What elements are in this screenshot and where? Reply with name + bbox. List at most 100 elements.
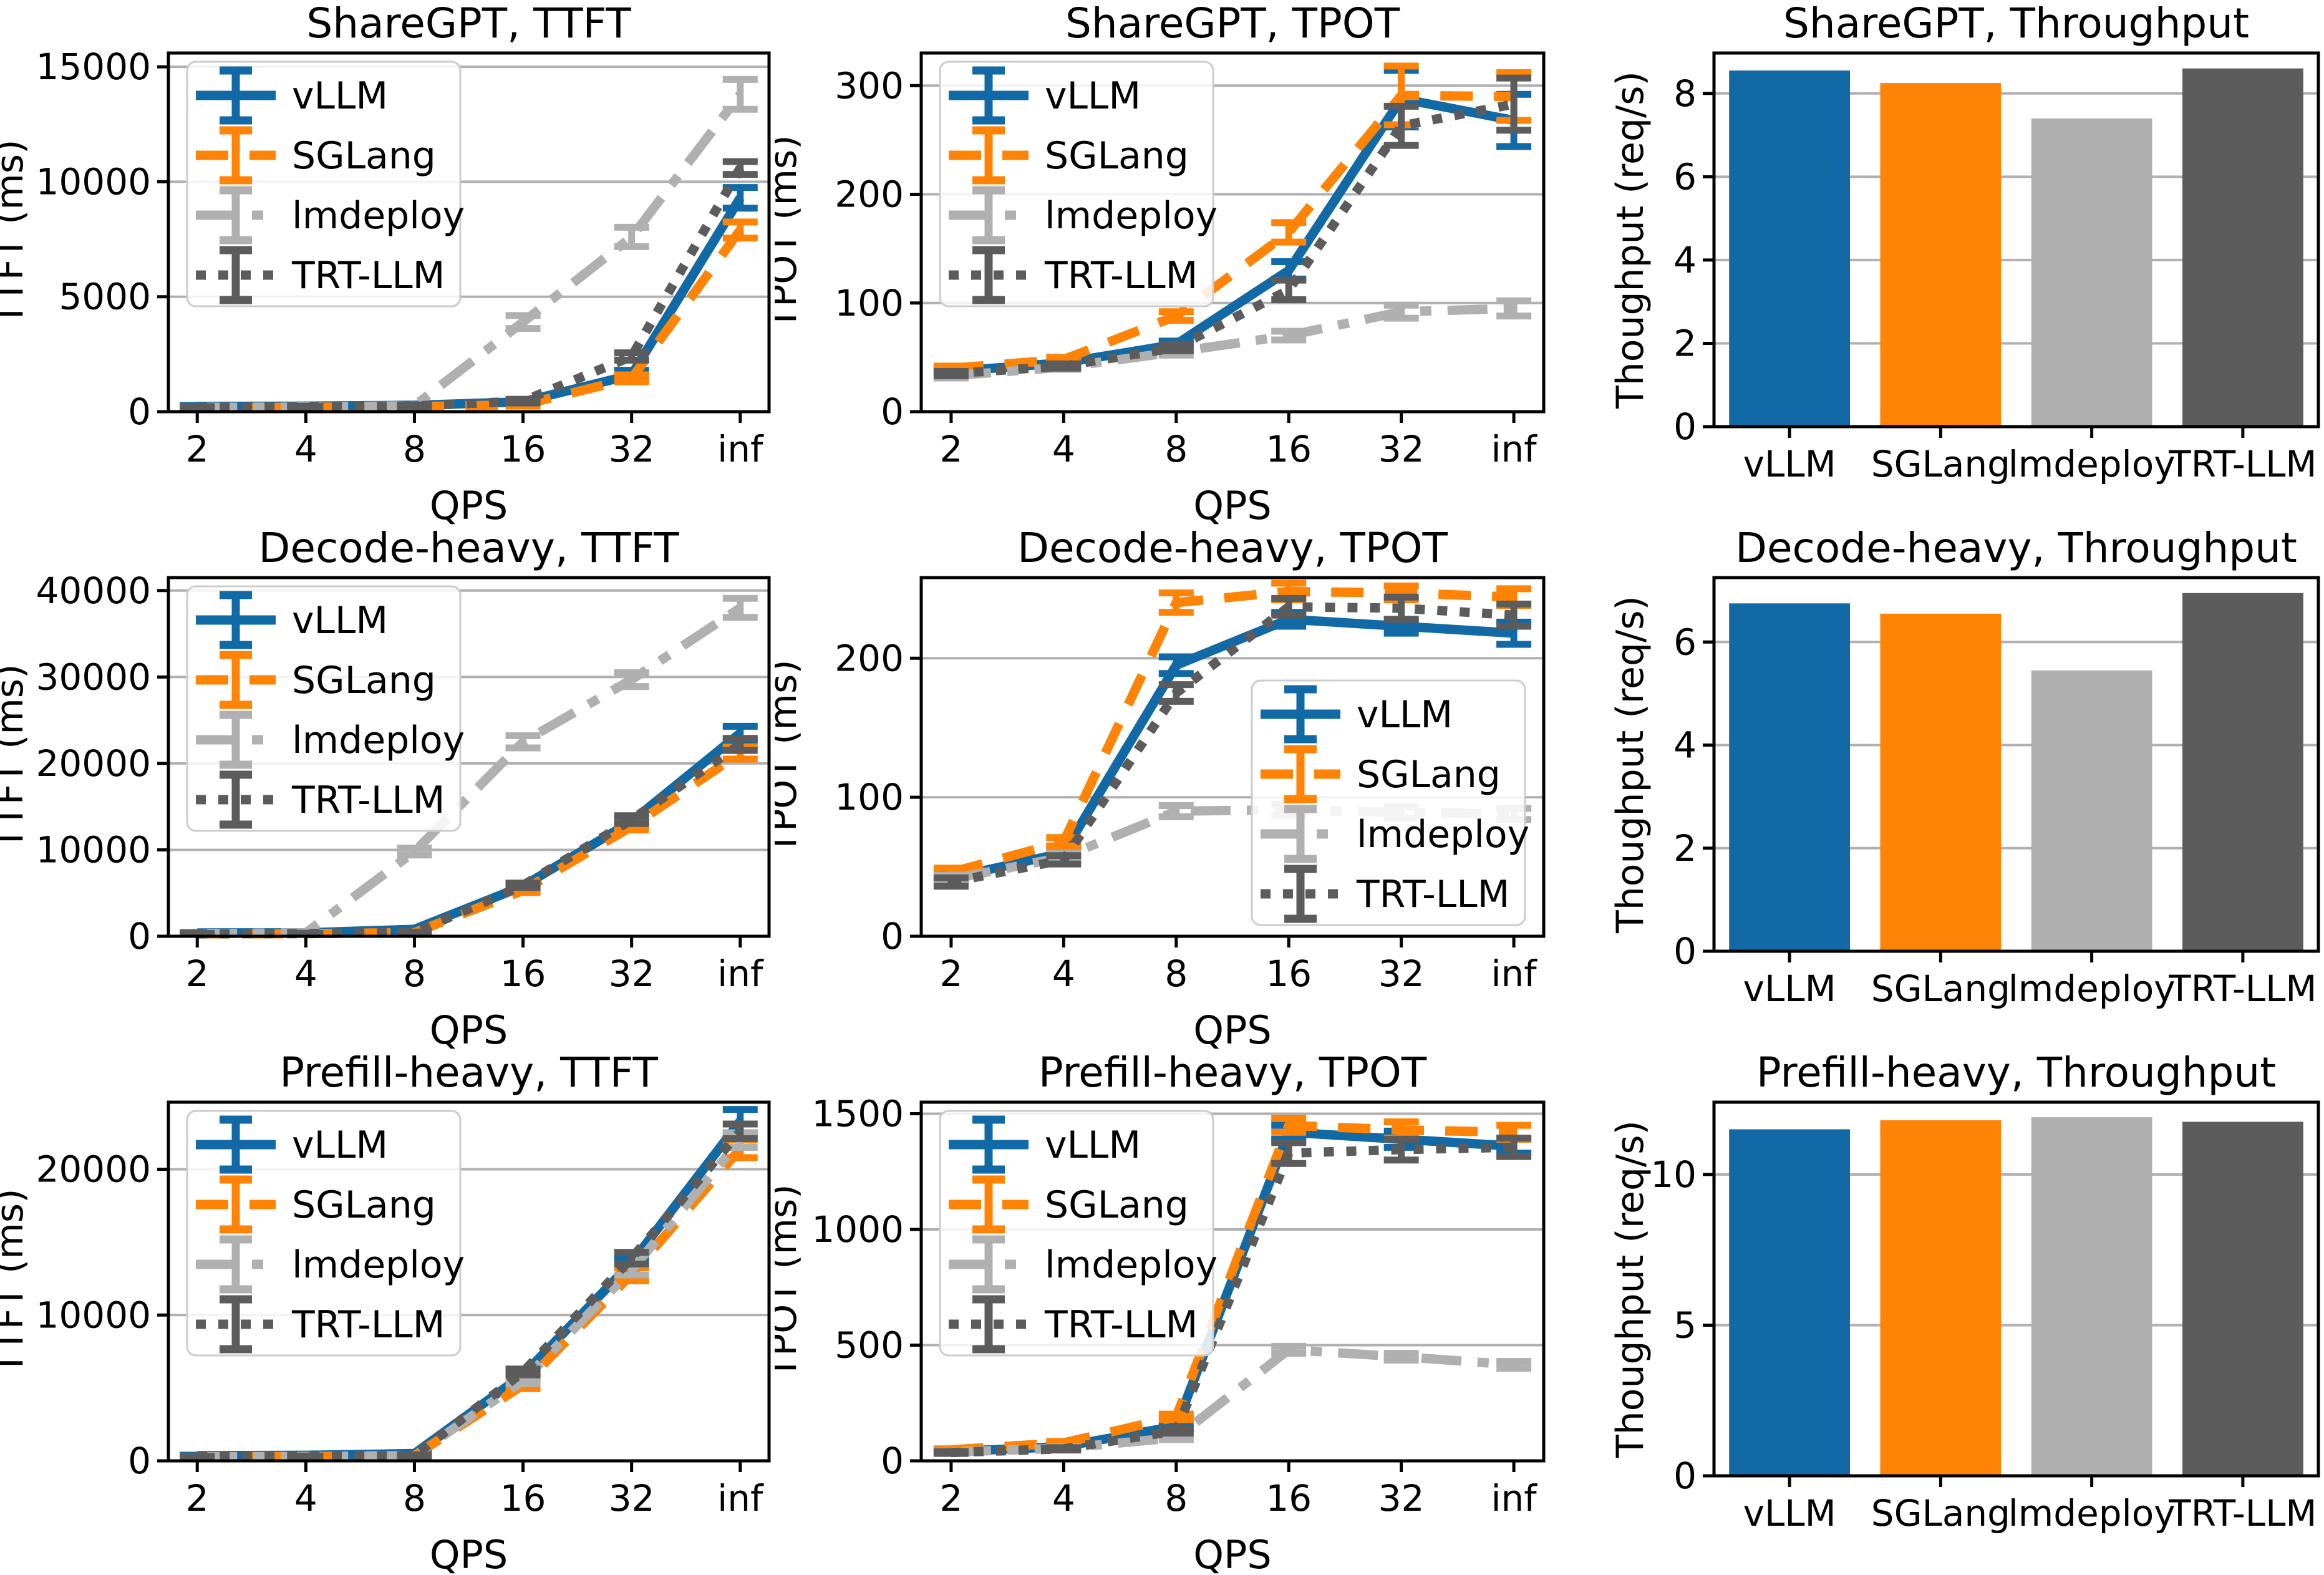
axes-frame [1712, 51, 2320, 429]
series-line-lmdeploy [951, 1345, 1514, 1457]
error-bar-TRT-LLM [1271, 594, 1307, 619]
error-bar-TRT-LLM [1046, 360, 1082, 372]
error-bar-lmdeploy [505, 312, 541, 332]
y-axis-label: TPOT (ms) [775, 135, 805, 330]
x-tick-label: inf [717, 952, 764, 995]
y-tick-label: 6 [1673, 621, 1697, 663]
legend-handle-lmdeploy [1261, 805, 1340, 863]
error-bar-TRT-LLM [933, 874, 969, 890]
legend-handle-TRT-LLM [949, 1295, 1029, 1354]
chart-sharegpt-ttft: 0 5000 10000 15000 2 4 8 16 32 inf ShareGPT, TTFT T… [0, 0, 771, 525]
y-tick-label: 8 [1673, 72, 1697, 115]
y-tick-label: 100 [835, 282, 904, 324]
error-bar-SGLang [1271, 219, 1307, 246]
error-bar-vLLM [1271, 258, 1307, 283]
y-tick-label: 0 [881, 1440, 904, 1482]
x-tick-label: 2 [939, 952, 962, 995]
x-tick-label: 4 [294, 952, 317, 995]
legend-handle-vLLM [196, 66, 276, 125]
chart-title: Decode-heavy, TPOT [1017, 525, 1448, 572]
x-tick-label: 8 [1164, 952, 1188, 995]
axes-frame [167, 51, 771, 414]
error-bar-TRT-LLM [1046, 852, 1082, 868]
series-line-TRT-LLM [197, 165, 745, 412]
y-tick-label: 4 [1673, 239, 1697, 281]
y-tick-label: 500 [835, 1324, 904, 1367]
x-tick-label: 4 [294, 428, 317, 470]
chart-title: Decode-heavy, Throughput [1735, 525, 2297, 572]
error-bar-TRT-LLM [1383, 1135, 1419, 1164]
x-tick-label: 16 [500, 952, 546, 995]
y-tick-label: 10000 [36, 1294, 151, 1336]
bar-SGLang [1880, 1120, 2002, 1476]
legend-handle-lmdeploy [196, 1235, 276, 1294]
axes-frame [167, 1100, 771, 1463]
error-bar-lmdeploy [1271, 327, 1307, 344]
x-tick-label: vLLM [1743, 967, 1836, 1010]
legend-label-TRT-LLM: TRT-LLM [1356, 873, 1509, 916]
legend: vLLM SGLang lmdeploy TRT-LLM [939, 61, 1218, 308]
x-tick-label: 16 [500, 428, 546, 470]
error-bar-TRT-LLM [1383, 102, 1419, 149]
y-axis-label: TPOT (ms) [775, 659, 805, 855]
series-line-TRT-LLM [197, 740, 743, 939]
error-bar-vLLM [1158, 653, 1194, 677]
error-bar-SGLang [1158, 589, 1194, 616]
error-bar-TRT-LLM [722, 158, 758, 178]
chart-decode-heavy-ttft: 0 10000 20000 30000 40000 2 4 8 16 32 inf Decode-he… [0, 525, 771, 1049]
x-axis-label: QPS [1193, 1532, 1272, 1574]
y-tick-label: 2 [1673, 322, 1697, 364]
x-tick-label: inf [717, 428, 764, 470]
y-tick-label: 20000 [36, 1148, 151, 1191]
y-axis-label: Thoughput (req/s) [1609, 71, 1652, 409]
error-bar-TRT-LLM [614, 812, 649, 827]
legend-label-TRT-LLM: TRT-LLM [1044, 254, 1198, 298]
legend-label-vLLM: vLLM [292, 74, 388, 118]
legend-handle-SGLang [196, 1175, 276, 1234]
x-tick-label: 2 [939, 1477, 962, 1519]
y-tick-label: 0 [128, 390, 151, 433]
y-tick-label: 15000 [36, 46, 151, 88]
y-tick-label: 4 [1673, 724, 1697, 767]
error-bar-TRT-LLM [505, 880, 541, 891]
error-bar-TRT-LLM [614, 1249, 649, 1267]
x-tick-label: TRT-LLM [2168, 1492, 2317, 1534]
legend-label-SGLang: SGLang [1357, 753, 1501, 797]
bar-TRT-LLM [2182, 593, 2303, 951]
legend-label-vLLM: vLLM [1045, 1123, 1141, 1167]
error-bar-TRT-LLM [505, 395, 541, 407]
x-tick-label: inf [1491, 1477, 1537, 1519]
y-tick-label: 0 [881, 390, 904, 433]
y-tick-label: 1500 [811, 1093, 904, 1135]
legend-handle-vLLM [196, 1115, 276, 1174]
legend-handle-SGLang [949, 126, 1029, 185]
legend-label-vLLM: vLLM [1357, 693, 1453, 737]
chart-decode-heavy-tpot: 0 100 200 2 4 8 16 32 inf Decode-heavy, TPOT TPOT … [775, 525, 1546, 1049]
x-tick-label: 32 [1378, 952, 1425, 995]
y-tick-label: 0 [1673, 405, 1697, 448]
legend-label-TRT-LLM: TRT-LLM [291, 254, 445, 298]
legend: vLLM SGLang lmdeploy TRT-LLM [186, 1110, 465, 1357]
x-tick-label: 8 [403, 1477, 426, 1519]
series-line-TRT-LLM [950, 602, 1514, 887]
y-tick-label: 20000 [36, 742, 151, 785]
x-axis-label: QPS [430, 1007, 508, 1049]
y-tick-label: 10 [1650, 1153, 1697, 1196]
y-tick-label: 30000 [36, 656, 151, 698]
y-tick-label: 2 [1673, 827, 1697, 870]
x-tick-label: vLLM [1743, 1492, 1836, 1534]
series-line-SGLang [951, 1120, 1514, 1455]
legend-label-SGLang: SGLang [292, 659, 436, 702]
error-bar-TRT-LLM [722, 735, 758, 754]
error-bar-TRT-LLM [1158, 681, 1194, 705]
x-tick-label: 16 [1266, 428, 1312, 470]
error-bar-TRT-LLM [180, 929, 215, 938]
error-bar-TRT-LLM [1496, 74, 1532, 134]
legend-label-lmdeploy: lmdeploy [292, 1243, 465, 1287]
chart-title: Prefill-heavy, TTFT [279, 1049, 658, 1097]
error-bar-lmdeploy [722, 75, 758, 113]
x-tick-label: 8 [1164, 428, 1188, 470]
